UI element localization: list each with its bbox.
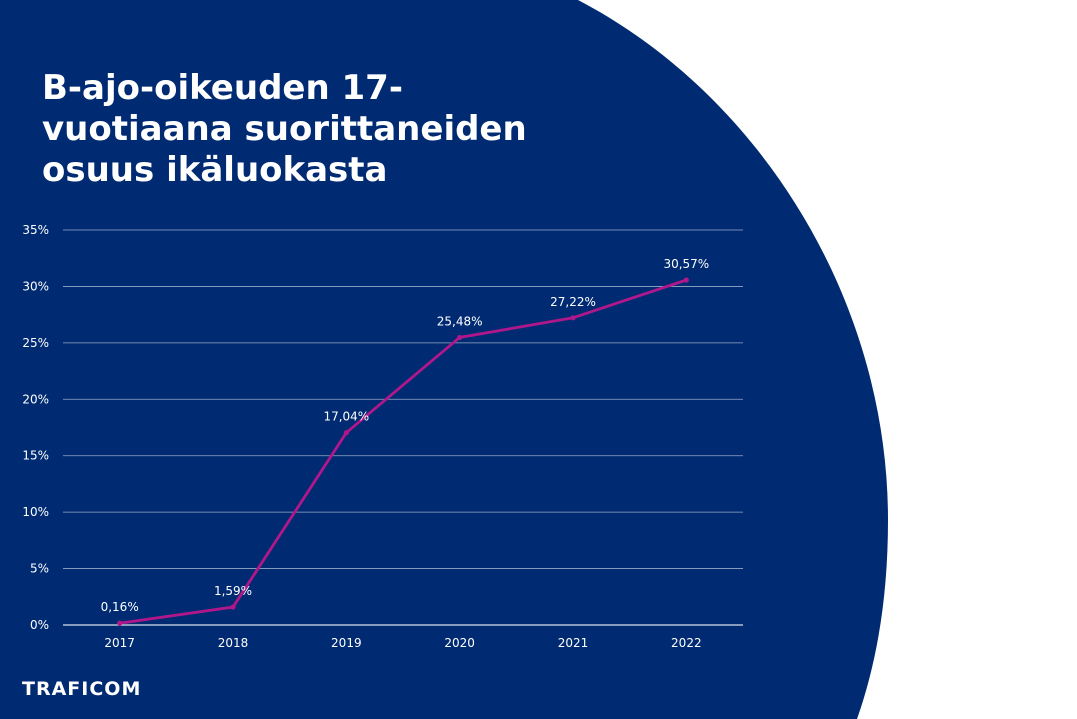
x-tick-label-2021: 2021 xyxy=(558,636,589,650)
data-point-2022 xyxy=(683,277,689,283)
gridlines xyxy=(63,229,743,626)
series-layer xyxy=(117,277,689,626)
data-label-2018: 1,59% xyxy=(214,584,252,598)
traficom-logo: TRAFICOM xyxy=(22,678,142,700)
data-label-2020: 25,48% xyxy=(437,314,483,328)
x-tick-label-2018: 2018 xyxy=(218,636,249,650)
data-label-2022: 30,57% xyxy=(663,257,709,271)
x-tick-label-2020: 2020 xyxy=(444,636,475,650)
y-axis-tick-labels: 0% 5% 10% 15% 20% 25% 30% 35% xyxy=(22,223,49,632)
y-tick-label-3: 15% xyxy=(22,449,49,463)
data-point-2018 xyxy=(230,604,236,610)
x-tick-label-2022: 2022 xyxy=(671,636,702,650)
y-tick-label-4: 20% xyxy=(22,392,49,406)
x-tick-label-2019: 2019 xyxy=(331,636,362,650)
y-tick-label-6: 30% xyxy=(22,279,49,293)
data-point-2017 xyxy=(117,620,123,626)
slide-title: B-ajo-oikeuden 17- vuotiaana suorittanei… xyxy=(42,68,622,191)
data-point-2021 xyxy=(570,315,576,321)
data-label-2021: 27,22% xyxy=(550,295,596,309)
data-label-2019: 17,04% xyxy=(323,410,369,424)
data-labels: 0,16% 1,59% 17,04% 25,48% 27,22% 30,57% xyxy=(101,257,710,614)
data-label-2017: 0,16% xyxy=(101,600,139,614)
x-axis-tick-labels: 2017 2018 2019 2020 2021 2022 xyxy=(104,636,701,650)
y-tick-label-7: 35% xyxy=(22,223,49,237)
x-tick-label-2017: 2017 xyxy=(104,636,135,650)
y-tick-label-0: 0% xyxy=(30,618,49,632)
data-point-2020 xyxy=(457,334,463,341)
background-curve xyxy=(0,0,888,719)
y-tick-label-1: 5% xyxy=(30,562,49,576)
series-line-0 xyxy=(118,278,688,625)
title-line-3: osuus ikäluokasta xyxy=(42,150,388,190)
data-point-2019 xyxy=(343,430,349,436)
y-tick-label-5: 25% xyxy=(22,336,49,350)
y-tick-label-2: 10% xyxy=(22,505,49,519)
title-line-2: vuotiaana suorittaneiden xyxy=(42,109,527,149)
title-line-1: B-ajo-oikeuden 17- xyxy=(42,68,403,108)
